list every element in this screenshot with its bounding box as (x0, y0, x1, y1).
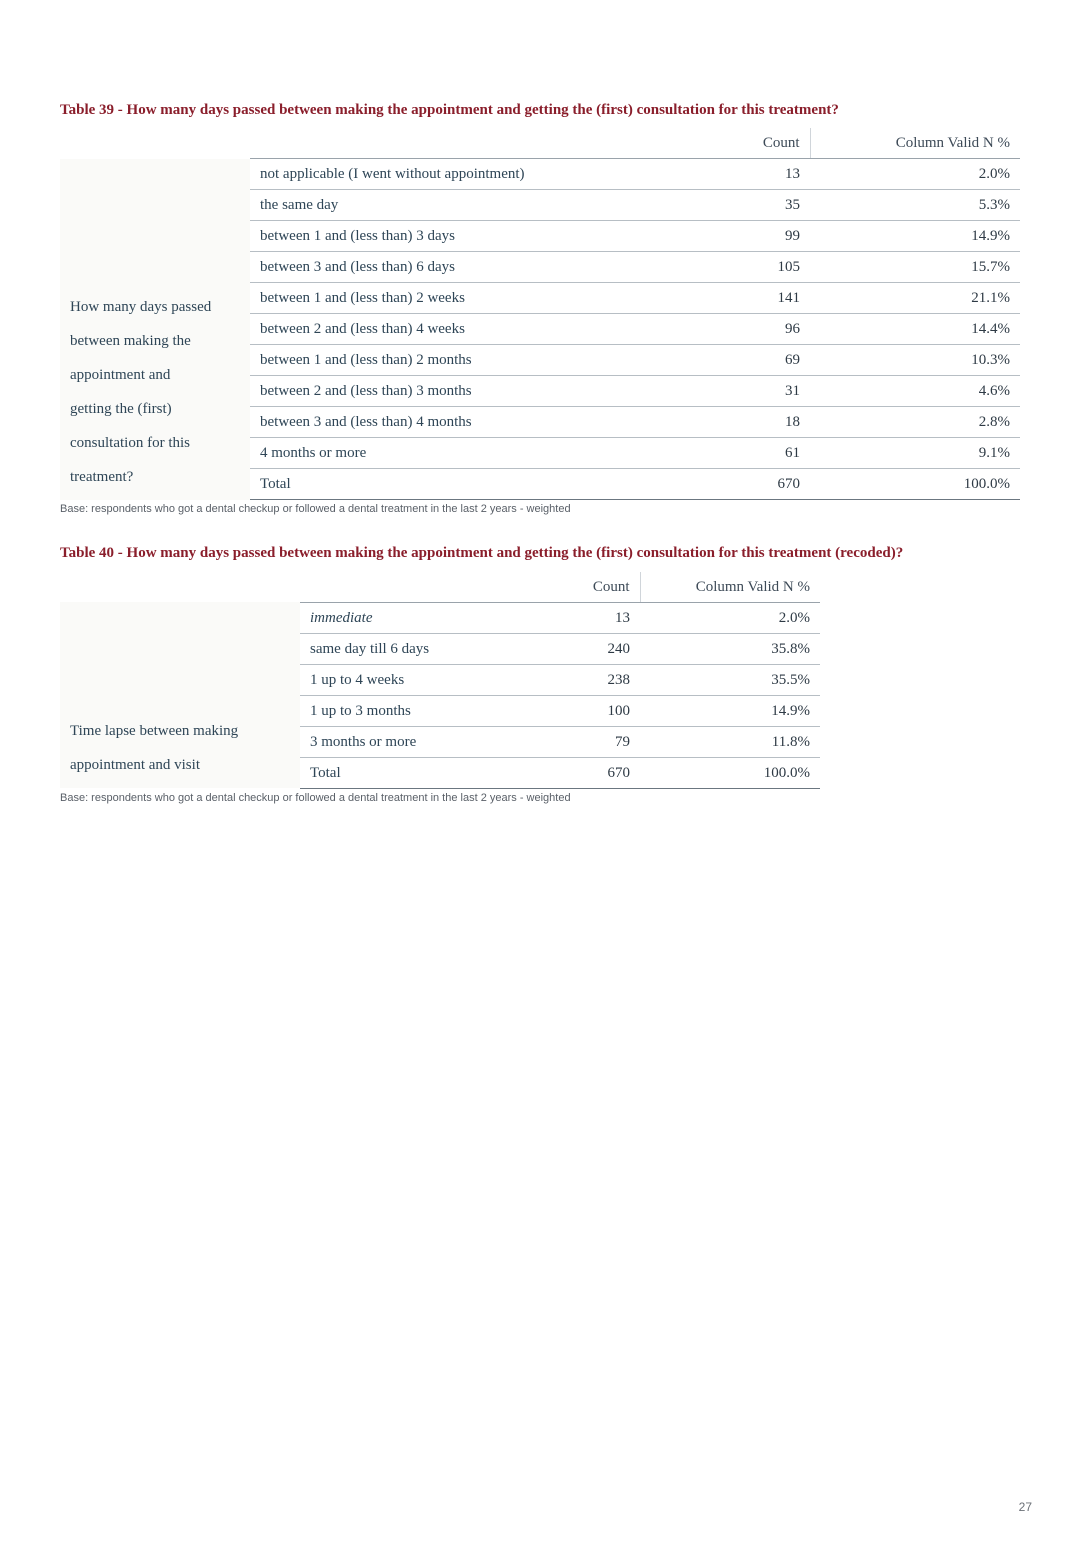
row-pct: 14.9% (640, 695, 820, 726)
row-pct: 35.8% (640, 633, 820, 664)
table-39-header-row: Count Column Valid N % (60, 128, 1020, 159)
total-pct: 100.0% (810, 469, 1020, 500)
row-pct: 35.5% (640, 664, 820, 695)
total-count: 670 (500, 757, 640, 788)
row-count: 99 (660, 221, 810, 252)
row-pct: 5.3% (810, 190, 1020, 221)
row-count: 79 (500, 726, 640, 757)
row-pct: 2.0% (810, 159, 1020, 190)
row-pct: 2.0% (640, 602, 820, 633)
row-pct: 10.3% (810, 345, 1020, 376)
total-label: Total (250, 469, 660, 500)
row-label: between 2 and (less than) 4 weeks (250, 314, 660, 345)
page-number: 27 (1019, 1500, 1032, 1514)
row-label: 1 up to 3 months (300, 695, 500, 726)
row-count: 100 (500, 695, 640, 726)
row-pct: 14.4% (810, 314, 1020, 345)
table-40-title: Table 40 - How many days passed between … (60, 543, 1030, 563)
row-label: between 2 and (less than) 3 months (250, 376, 660, 407)
row-count: 240 (500, 633, 640, 664)
table-40-footnote: Base: respondents who got a dental check… (60, 792, 1030, 804)
row-count: 105 (660, 252, 810, 283)
table-40: Count Column Valid N % Time lapse betwee… (60, 572, 820, 789)
row-label: between 1 and (less than) 2 weeks (250, 283, 660, 314)
row-count: 35 (660, 190, 810, 221)
table-39: Count Column Valid N % How many days pas… (60, 128, 1020, 500)
row-pct: 4.6% (810, 376, 1020, 407)
col-header-count: Count (660, 128, 810, 159)
row-label: between 3 and (less than) 4 months (250, 407, 660, 438)
table-row: How many days passed between making the … (60, 159, 1020, 190)
table-40-header-row: Count Column Valid N % (60, 572, 820, 603)
row-count: 13 (660, 159, 810, 190)
row-label: not applicable (I went without appointme… (250, 159, 660, 190)
table-39-footnote: Base: respondents who got a dental check… (60, 503, 1030, 515)
row-count: 238 (500, 664, 640, 695)
row-label: 4 months or more (250, 438, 660, 469)
row-count: 141 (660, 283, 810, 314)
row-label: immediate (300, 602, 500, 633)
table-39-stub: How many days passed between making the … (60, 159, 250, 500)
row-pct: 15.7% (810, 252, 1020, 283)
total-label: Total (300, 757, 500, 788)
row-pct: 14.9% (810, 221, 1020, 252)
row-label: between 1 and (less than) 2 months (250, 345, 660, 376)
row-label: same day till 6 days (300, 633, 500, 664)
row-pct: 2.8% (810, 407, 1020, 438)
row-label: the same day (250, 190, 660, 221)
row-count: 61 (660, 438, 810, 469)
total-pct: 100.0% (640, 757, 820, 788)
table-40-stub: Time lapse between making appointment an… (60, 602, 300, 788)
row-label: 1 up to 4 weeks (300, 664, 500, 695)
row-count: 96 (660, 314, 810, 345)
row-count: 18 (660, 407, 810, 438)
row-count: 31 (660, 376, 810, 407)
table-row: Time lapse between making appointment an… (60, 602, 820, 633)
total-count: 670 (660, 469, 810, 500)
col-header-pct: Column Valid N % (810, 128, 1020, 159)
row-label: between 3 and (less than) 6 days (250, 252, 660, 283)
row-count: 13 (500, 602, 640, 633)
col-header-pct: Column Valid N % (640, 572, 820, 603)
row-label: 3 months or more (300, 726, 500, 757)
col-header-count: Count (500, 572, 640, 603)
page: Table 39 - How many days passed between … (0, 0, 1090, 1542)
row-pct: 21.1% (810, 283, 1020, 314)
row-pct: 11.8% (640, 726, 820, 757)
row-label: between 1 and (less than) 3 days (250, 221, 660, 252)
row-count: 69 (660, 345, 810, 376)
row-pct: 9.1% (810, 438, 1020, 469)
table-39-title: Table 39 - How many days passed between … (60, 100, 1030, 120)
